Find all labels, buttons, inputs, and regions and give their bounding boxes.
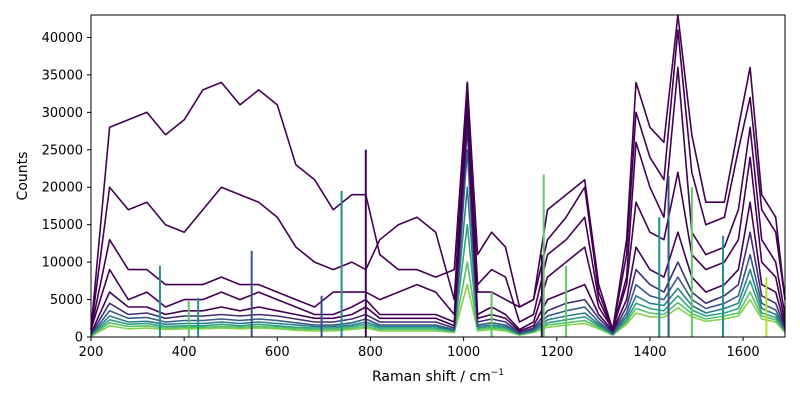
y-tick-label: 25000 <box>42 143 83 158</box>
x-tick-label: 600 <box>265 345 290 360</box>
y-tick-label: 30000 <box>42 106 83 121</box>
series-line-11 <box>90 283 786 337</box>
series-line-2 <box>90 29 786 331</box>
y-tick-label: 0 <box>75 331 83 346</box>
plot-frame <box>90 14 786 338</box>
series-line-3 <box>90 66 786 331</box>
y-axis-label: Counts <box>15 152 31 201</box>
x-axis-label: Raman shift / cm−1 <box>372 368 504 385</box>
x-tick-label: 1600 <box>727 345 760 360</box>
x-tick-label: 800 <box>358 345 383 360</box>
x-tick-label: 400 <box>172 345 197 360</box>
series-line-9 <box>90 223 786 337</box>
spike-group <box>158 149 768 337</box>
y-tick-label: 20000 <box>42 181 83 196</box>
x-tick-label: 1000 <box>447 345 480 360</box>
series-line-1 <box>90 14 786 331</box>
y-axis: 0 5000 10000 15000 20000 25000 30000 35000 40000 <box>42 31 91 346</box>
y-tick-label: 10000 <box>42 256 83 271</box>
series-line-5 <box>90 111 786 334</box>
x-tick-label: 1200 <box>540 345 573 360</box>
y-tick-label: 5000 <box>50 293 83 308</box>
y-tick-label: 35000 <box>42 68 83 83</box>
x-axis-label-superscript: −1 <box>491 368 504 378</box>
series-line-8 <box>90 186 786 336</box>
y-tick-label: 40000 <box>42 31 83 46</box>
series-group <box>90 14 786 337</box>
series-line-6 <box>90 126 786 335</box>
series-line-7 <box>90 149 786 336</box>
x-tick-label: 1400 <box>633 345 666 360</box>
y-tick-label: 15000 <box>42 218 83 233</box>
series-line-10 <box>90 261 786 337</box>
x-axis: 200 400 600 800 1000 1200 1400 1600 <box>79 337 760 360</box>
x-tick-label: 200 <box>79 345 104 360</box>
series-line-4 <box>90 96 786 331</box>
